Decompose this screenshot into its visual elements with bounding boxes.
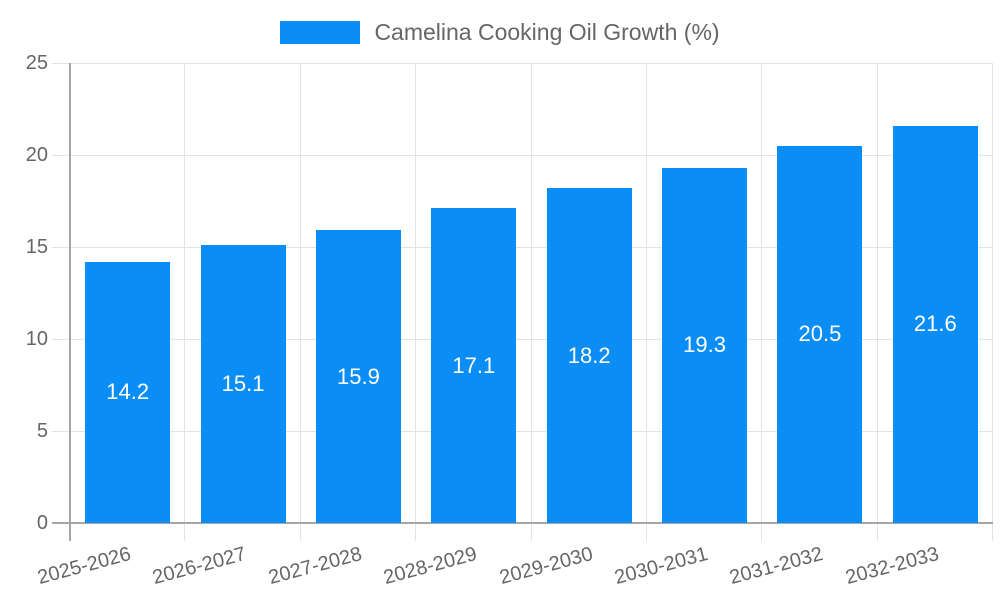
y-gridline (52, 247, 993, 248)
x-gridline (530, 63, 532, 541)
y-tick-label: 5 (36, 420, 48, 442)
y-tick-label: 15 (25, 236, 48, 258)
x-gridline (992, 63, 993, 541)
x-gridline (645, 63, 647, 541)
bar (315, 230, 401, 523)
x-tick-label: 2026-2027 (150, 543, 249, 590)
legend: Camelina Cooking Oil Growth (%) (0, 19, 1000, 46)
bar (85, 261, 171, 523)
bar-value-label: 15.9 (337, 363, 380, 389)
bar (546, 188, 632, 523)
y-gridline (52, 155, 993, 156)
legend-label: Camelina Cooking Oil Growth (%) (374, 19, 720, 45)
bar (892, 125, 978, 523)
bar-value-label: 21.6 (913, 311, 957, 337)
x-gridline (761, 63, 763, 541)
y-tick-label: 10 (25, 328, 48, 350)
bar-value-label: 18.2 (567, 342, 611, 368)
x-axis-line (52, 521, 993, 524)
bar (662, 167, 748, 523)
bar (777, 145, 863, 523)
x-gridline (299, 63, 301, 541)
bar (431, 208, 517, 523)
y-axis-line (69, 63, 71, 541)
x-gridline (415, 63, 417, 541)
bar-value-label: 17.1 (452, 352, 496, 378)
y-gridline (52, 339, 993, 340)
bar-value-label: 15.1 (221, 371, 265, 397)
bar-value-label: 20.5 (798, 321, 842, 347)
x-gridline (876, 63, 878, 541)
x-tick-label: 2032-2033 (842, 543, 942, 590)
x-tick-label: 2027-2028 (266, 543, 365, 590)
y-tick-label: 0 (36, 512, 48, 534)
x-tick-label: 2031-2032 (727, 543, 826, 590)
bar (200, 245, 286, 523)
legend-swatch (280, 21, 361, 44)
y-tick-label: 20 (25, 144, 48, 166)
bar-value-label: 14.2 (106, 379, 150, 405)
x-tick-label: 2025-2026 (35, 543, 134, 590)
plot-area: 0 5 10 15 20 25 14.2 2025-2026 15.1 2026-2027 15.9… (26, 52, 993, 589)
x-tick-label: 2030-2031 (612, 543, 711, 590)
y-gridline (52, 63, 993, 64)
x-tick-label: 2029-2030 (496, 543, 595, 590)
y-gridline (52, 431, 993, 432)
x-gridline (184, 63, 186, 541)
y-tick-label: 25 (25, 52, 48, 74)
bar-value-label: 19.3 (683, 332, 726, 358)
x-tick-label: 2028-2029 (381, 543, 480, 590)
